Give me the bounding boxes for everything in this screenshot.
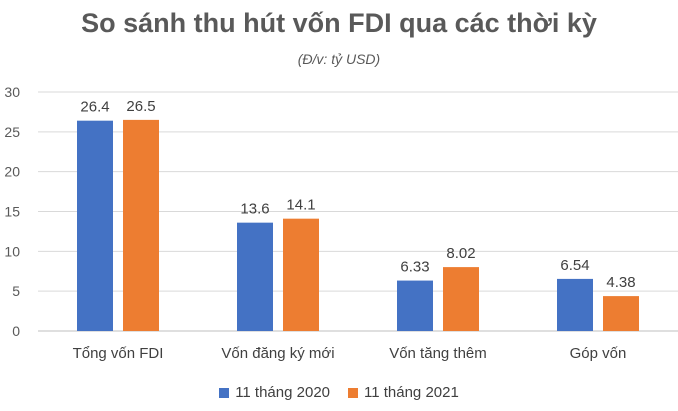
data-label: 13.6	[240, 201, 269, 218]
y-tick-label: 15	[4, 204, 20, 220]
data-label: 14.1	[286, 197, 315, 214]
x-tick-label: Vốn đăng ký mới	[221, 345, 334, 362]
legend-label: 11 tháng 2020	[235, 384, 330, 401]
y-tick-label: 10	[4, 243, 20, 259]
y-tick-label: 25	[4, 124, 20, 140]
bar-2-2	[283, 218, 319, 331]
bar-2-4	[603, 296, 639, 331]
x-tick-label: Tổng vốn FDI	[73, 345, 164, 362]
bar-chart: 0 5 10 15 20 25 30 26.4 26.5 Tổng vốn FDI 13.6 14.1…	[4, 84, 678, 362]
bar-1-1	[77, 120, 113, 332]
data-label: 6.54	[560, 257, 589, 274]
data-label: 26.4	[80, 99, 109, 116]
legend-item-1: 11 tháng 2020	[219, 384, 330, 401]
data-label: 4.38	[606, 274, 635, 291]
data-label: 6.33	[400, 259, 429, 276]
bar-1-3	[397, 280, 433, 331]
legend-swatch	[219, 387, 230, 398]
legend: 11 tháng 2020 11 tháng 2021	[0, 384, 678, 401]
chart-title: So sánh thu hút vốn FDI qua các thời kỳ	[81, 8, 597, 38]
bar-2-1	[123, 119, 159, 331]
bar-1-2	[237, 222, 273, 331]
data-label: 8.02	[446, 245, 475, 262]
y-tick-label: 0	[12, 323, 20, 339]
y-tick-label: 30	[4, 84, 20, 100]
legend-label: 11 tháng 2021	[364, 384, 459, 401]
legend-swatch	[348, 387, 358, 398]
x-tick-label: Góp vốn	[570, 345, 627, 362]
y-tick-label: 5	[12, 283, 20, 299]
data-label: 26.5	[126, 98, 155, 115]
legend-item-2: 11 tháng 2021	[348, 384, 459, 401]
x-tick-label: Vốn tăng thêm	[389, 345, 487, 362]
chart-subtitle: (Đ/v: tỷ USD)	[297, 51, 381, 67]
y-tick-label: 20	[4, 164, 20, 180]
bar-1-4	[557, 278, 593, 331]
bar-2-3	[443, 267, 479, 331]
